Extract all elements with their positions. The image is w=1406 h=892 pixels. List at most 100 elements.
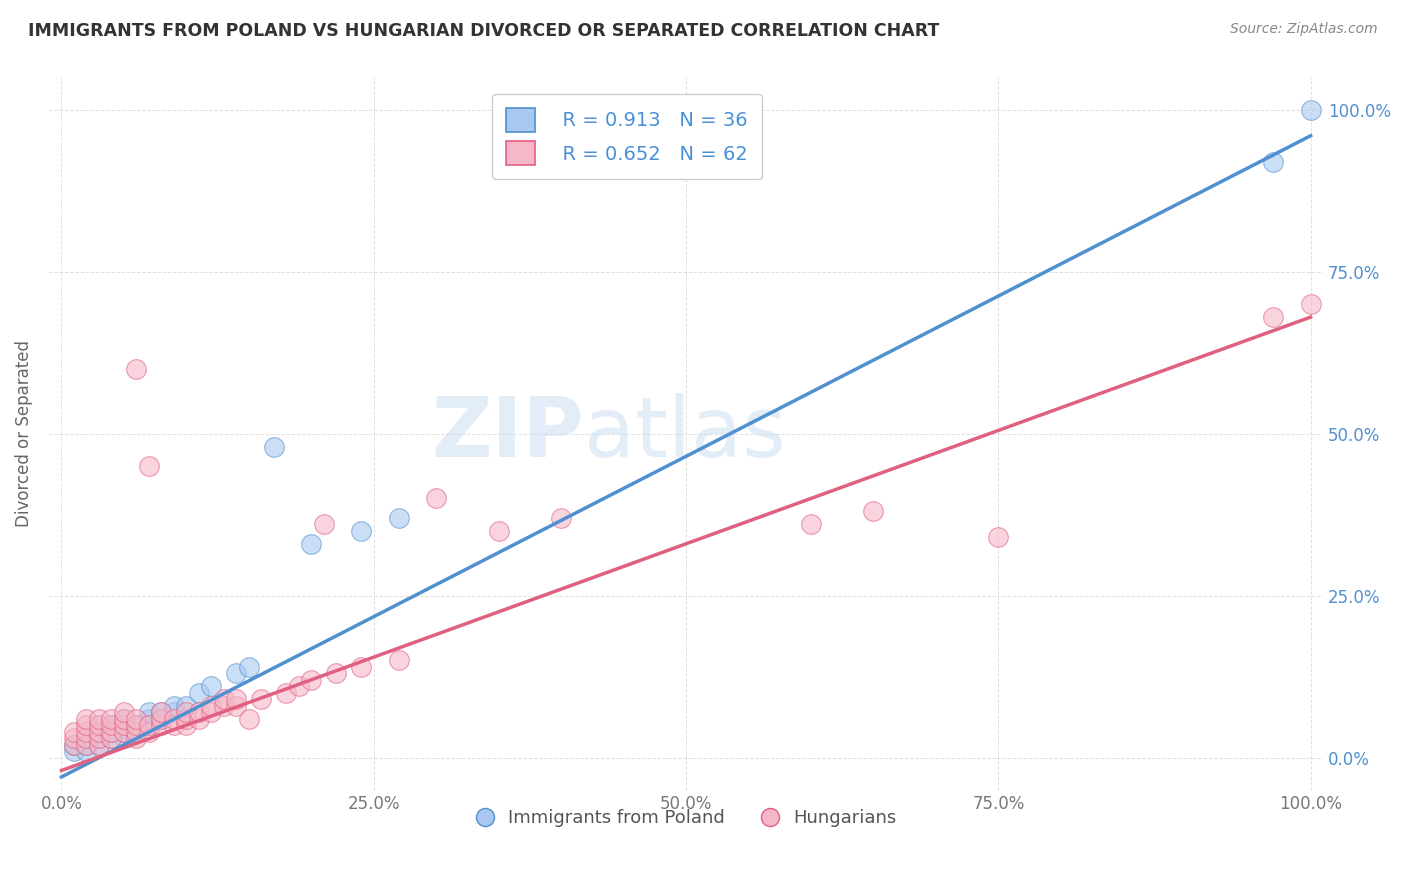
Point — [225, 666, 247, 681]
Point — [425, 491, 447, 506]
Point — [100, 712, 122, 726]
Point — [176, 705, 198, 719]
Point — [150, 712, 173, 726]
Point — [800, 517, 823, 532]
Point — [87, 724, 110, 739]
Point — [299, 537, 322, 551]
Point — [63, 731, 86, 745]
Text: atlas: atlas — [583, 393, 786, 475]
Point — [987, 530, 1010, 544]
Point — [150, 718, 173, 732]
Point — [138, 718, 160, 732]
Point — [1299, 103, 1322, 117]
Legend: Immigrants from Poland, Hungarians: Immigrants from Poland, Hungarians — [468, 802, 904, 834]
Point — [75, 738, 97, 752]
Point — [112, 705, 135, 719]
Point — [100, 731, 122, 745]
Point — [87, 724, 110, 739]
Point — [299, 673, 322, 687]
Text: ZIP: ZIP — [432, 393, 583, 475]
Point — [488, 524, 510, 538]
Point — [112, 712, 135, 726]
Point — [125, 362, 148, 376]
Point — [75, 712, 97, 726]
Point — [87, 738, 110, 752]
Point — [125, 724, 148, 739]
Point — [125, 724, 148, 739]
Point — [1263, 310, 1285, 324]
Point — [75, 731, 97, 745]
Point — [63, 738, 86, 752]
Point — [87, 718, 110, 732]
Point — [550, 511, 572, 525]
Point — [75, 744, 97, 758]
Point — [75, 718, 97, 732]
Point — [176, 698, 198, 713]
Point — [100, 724, 122, 739]
Point — [250, 692, 273, 706]
Point — [150, 705, 173, 719]
Point — [312, 517, 335, 532]
Point — [263, 440, 285, 454]
Point — [350, 524, 373, 538]
Point — [138, 705, 160, 719]
Point — [238, 712, 260, 726]
Point — [75, 731, 97, 745]
Point — [150, 712, 173, 726]
Point — [100, 718, 122, 732]
Point — [100, 731, 122, 745]
Point — [87, 738, 110, 752]
Point — [325, 666, 347, 681]
Text: Source: ZipAtlas.com: Source: ZipAtlas.com — [1230, 22, 1378, 37]
Point — [212, 692, 235, 706]
Point — [200, 705, 222, 719]
Point — [163, 718, 186, 732]
Point — [87, 712, 110, 726]
Point — [225, 692, 247, 706]
Point — [125, 731, 148, 745]
Y-axis label: Divorced or Separated: Divorced or Separated — [15, 340, 32, 527]
Point — [125, 718, 148, 732]
Point — [1299, 297, 1322, 311]
Point — [112, 724, 135, 739]
Point — [138, 718, 160, 732]
Point — [862, 504, 884, 518]
Point — [187, 705, 209, 719]
Text: IMMIGRANTS FROM POLAND VS HUNGARIAN DIVORCED OR SEPARATED CORRELATION CHART: IMMIGRANTS FROM POLAND VS HUNGARIAN DIVO… — [28, 22, 939, 40]
Point — [87, 718, 110, 732]
Point — [87, 731, 110, 745]
Point — [63, 744, 86, 758]
Point — [138, 724, 160, 739]
Point — [100, 718, 122, 732]
Point — [112, 718, 135, 732]
Point — [63, 738, 86, 752]
Point — [125, 718, 148, 732]
Point — [112, 718, 135, 732]
Point — [200, 679, 222, 693]
Point — [187, 686, 209, 700]
Point — [1263, 154, 1285, 169]
Point — [150, 705, 173, 719]
Point — [176, 718, 198, 732]
Point — [100, 724, 122, 739]
Point — [112, 712, 135, 726]
Point — [288, 679, 311, 693]
Point — [87, 731, 110, 745]
Point — [212, 698, 235, 713]
Point — [238, 660, 260, 674]
Point — [350, 660, 373, 674]
Point — [125, 712, 148, 726]
Point — [187, 712, 209, 726]
Point — [225, 698, 247, 713]
Point — [138, 712, 160, 726]
Point — [200, 698, 222, 713]
Point — [176, 712, 198, 726]
Point — [388, 653, 411, 667]
Point — [138, 458, 160, 473]
Point — [163, 712, 186, 726]
Point — [75, 738, 97, 752]
Point — [63, 724, 86, 739]
Point — [112, 731, 135, 745]
Point — [75, 724, 97, 739]
Point — [163, 705, 186, 719]
